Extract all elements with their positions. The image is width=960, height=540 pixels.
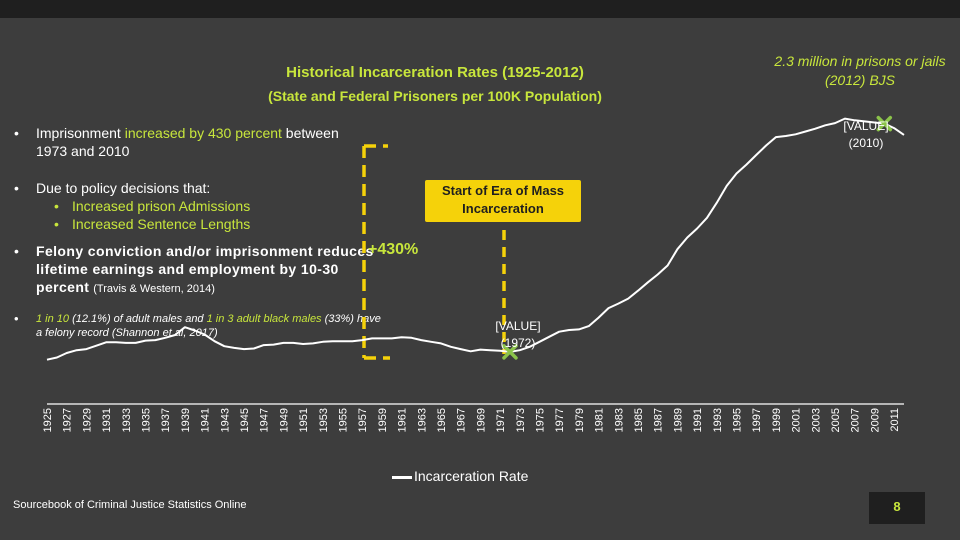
x-tick-label: 2005 bbox=[830, 408, 842, 432]
x-tick-label: 1991 bbox=[692, 408, 704, 432]
page-number: 8 bbox=[869, 492, 925, 524]
x-tick-label: 1955 bbox=[338, 408, 350, 432]
x-tick-label: 1985 bbox=[633, 408, 645, 432]
chart-subtitle: (State and Federal Prisoners per 100K Po… bbox=[268, 88, 602, 104]
x-tick-label: 1993 bbox=[712, 408, 724, 432]
x-tick-label: 1951 bbox=[298, 408, 310, 432]
x-tick-label: 1945 bbox=[239, 408, 251, 432]
x-tick-label: 1981 bbox=[594, 408, 606, 432]
series-incarceration-rate bbox=[46, 117, 905, 361]
x-tick-label: 1969 bbox=[475, 408, 487, 432]
annotation-1972: [VALUE] (1972) bbox=[495, 319, 541, 350]
prison-population-note: 2.3 million in prisons or jails (2012) B… bbox=[774, 53, 946, 88]
x-tick-label: 1935 bbox=[141, 408, 153, 432]
x-tick-label: 1995 bbox=[732, 408, 744, 432]
x-tick-label: 1971 bbox=[495, 408, 507, 432]
x-tick-label: 1947 bbox=[259, 408, 271, 432]
x-tick-label: 1961 bbox=[397, 408, 409, 432]
bullet-dot: • bbox=[14, 180, 19, 196]
x-tick-label: 1953 bbox=[318, 408, 330, 432]
legend: Incarceration Rate bbox=[392, 468, 528, 484]
x-tick-label: 1943 bbox=[219, 408, 231, 432]
annotation-markers bbox=[502, 115, 893, 360]
x-tick-label: 2003 bbox=[810, 408, 822, 432]
x-tick-label: 2007 bbox=[850, 408, 862, 432]
bullet-dot: • bbox=[14, 125, 19, 141]
x-tick-label: 1959 bbox=[377, 408, 389, 432]
content-panel bbox=[0, 18, 960, 540]
x-tick-label: 2009 bbox=[869, 408, 881, 432]
bullet-policy-decisions: • Due to policy decisions that: • Increas… bbox=[14, 180, 251, 232]
data-marker-2010 bbox=[876, 115, 893, 132]
x-tick-label: 1937 bbox=[160, 408, 172, 432]
x-tick-label: 2011 bbox=[889, 408, 901, 432]
annotation-2010: [VALUE] (2010) bbox=[843, 119, 889, 150]
x-tick-label: 1983 bbox=[613, 408, 625, 432]
increase-percent-label: +430% bbox=[368, 241, 419, 258]
x-tick-label: 1997 bbox=[751, 408, 763, 432]
marker-stroke bbox=[876, 115, 893, 132]
data-marker-1972 bbox=[502, 344, 518, 360]
x-tick-label: 1939 bbox=[180, 408, 192, 432]
x-tick-label: 1931 bbox=[101, 408, 113, 432]
x-tick-label: 1933 bbox=[121, 408, 133, 432]
x-tick-label: 1965 bbox=[436, 408, 448, 432]
x-tick-label: 1949 bbox=[278, 408, 290, 432]
x-tick-label: 1929 bbox=[81, 408, 93, 432]
x-tick-label: 1987 bbox=[653, 408, 665, 432]
x-tick-label: 1977 bbox=[554, 408, 566, 432]
x-tick-label: 1927 bbox=[62, 408, 74, 432]
x-tick-label: 1989 bbox=[672, 408, 684, 432]
x-tick-label: 1973 bbox=[515, 408, 527, 432]
sub-bullet-sentences: • Increased Sentence Lengths bbox=[54, 216, 251, 232]
x-tick-label: 1967 bbox=[456, 408, 468, 432]
bullet-dot: • bbox=[14, 311, 19, 326]
bullet-felony-earnings: • Felony conviction and/or imprisonment … bbox=[14, 243, 374, 295]
era-label-box: Start of Era of Mass Incarceration bbox=[425, 180, 581, 222]
series-line bbox=[46, 117, 905, 361]
x-tick-label: 1957 bbox=[357, 408, 369, 432]
x-tick-label: 1941 bbox=[200, 408, 212, 432]
x-tick-label: 1925 bbox=[42, 408, 54, 432]
source-citation: Sourcebook of Criminal Justice Statistic… bbox=[13, 499, 247, 511]
legend-label: Incarceration Rate bbox=[414, 468, 529, 484]
increase-bracket bbox=[362, 144, 506, 360]
legend-swatch bbox=[392, 475, 412, 479]
bullet-felony-record: • 1 in 10 (12.1%) of adult males and 1 i… bbox=[14, 311, 381, 340]
bullet-dot: • bbox=[14, 243, 19, 259]
x-axis: 1925 1927 1929 1931 1933 1935 1937 1939 1941 1943… bbox=[42, 403, 904, 432]
x-tick-label: 1979 bbox=[574, 408, 586, 432]
x-tick-label: 1975 bbox=[535, 408, 547, 432]
marker-stroke bbox=[502, 344, 518, 360]
x-tick-label: 1963 bbox=[416, 408, 428, 432]
x-tick-label: 1999 bbox=[771, 408, 783, 432]
x-tick-label: 2001 bbox=[791, 408, 803, 432]
chart-title: Historical Incarceration Rates (1925-201… bbox=[286, 64, 584, 81]
bullet-imprisonment-increase: • Imprisonment increased by 430 percent … bbox=[14, 125, 339, 159]
sub-bullet-admissions: • Increased prison Admissions bbox=[54, 198, 251, 214]
